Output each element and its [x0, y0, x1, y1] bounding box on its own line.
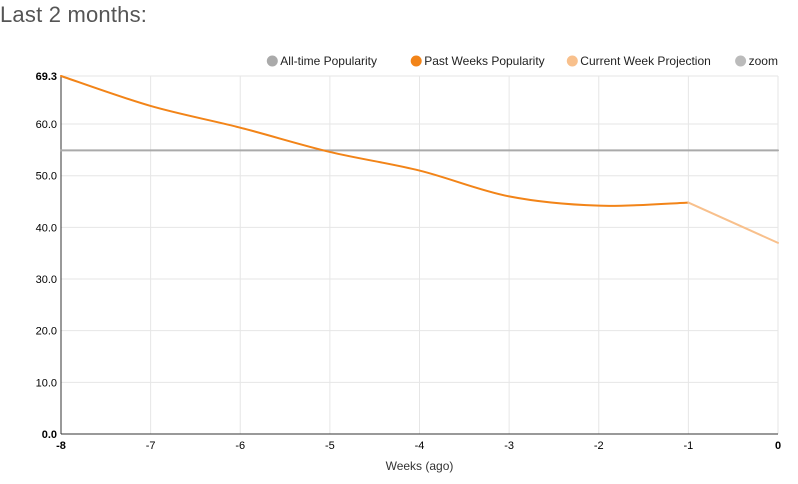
legend-item-past-weeks-popularity[interactable]: Past Weeks Popularity [410, 54, 545, 68]
x-axis-title: Weeks (ago) [386, 459, 454, 473]
legend-label: All-time Popularity [280, 54, 377, 68]
x-tick-label: -2 [594, 440, 604, 452]
x-tick-label: -3 [504, 440, 514, 452]
y-tick-label: 10.0 [36, 377, 57, 389]
legend-item-all-time-popularity[interactable]: All-time Popularity [266, 54, 377, 68]
chart-grid [61, 75, 779, 434]
past-weeks-popularity-line [60, 75, 690, 207]
chart-series [60, 75, 779, 244]
legend-item-current-week-projection[interactable]: Current Week Projection [566, 54, 711, 68]
legend-marker-icon [566, 55, 578, 67]
legend-label: Past Weeks Popularity [424, 54, 545, 68]
x-tick-label: -6 [235, 440, 245, 452]
y-tick-label: 69.3 [36, 71, 57, 83]
legend-marker-icon [410, 55, 422, 67]
y-tick-label: 20.0 [36, 326, 57, 338]
page-title: Last 2 months: [0, 2, 148, 27]
chart-tick-labels: 0.0 10.0 20.0 30.0 40.0 50.0 60.0 69.3 -8 -7 -6 -5 -… [36, 71, 781, 452]
legend-marker-icon [735, 55, 747, 67]
y-tick-label: 30.0 [36, 274, 57, 286]
legend-label: zoom [749, 54, 778, 68]
chart-axes [60, 76, 778, 435]
x-tick-label: -7 [146, 440, 156, 452]
chart-legend[interactable]: All-time Popularity Past Weeks Popularity… [266, 54, 778, 68]
current-week-projection-line [687, 201, 779, 244]
legend-marker-icon [266, 55, 278, 67]
y-tick-label: 60.0 [36, 119, 57, 131]
legend-item-zoom[interactable]: zoom [735, 54, 778, 68]
x-tick-label: -1 [683, 440, 693, 452]
x-tick-label: 0 [775, 440, 781, 452]
x-tick-label: -8 [56, 440, 66, 452]
legend-label: Current Week Projection [580, 54, 711, 68]
y-tick-label: 50.0 [36, 171, 57, 183]
x-tick-label: -5 [325, 440, 335, 452]
y-tick-label: 0.0 [42, 429, 57, 441]
y-tick-label: 40.0 [36, 222, 57, 234]
x-tick-label: -4 [415, 440, 425, 452]
